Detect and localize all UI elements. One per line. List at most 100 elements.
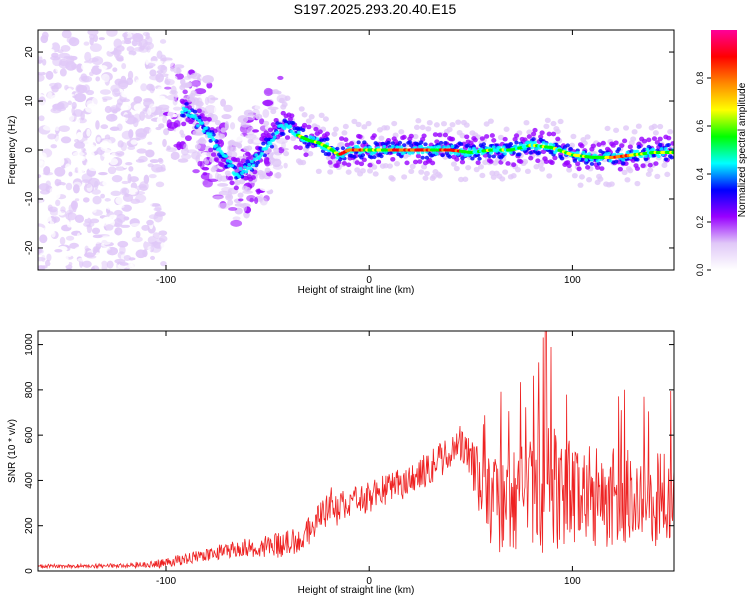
spectrogram-noise-blob <box>38 160 47 169</box>
spectrogram-noise-blob <box>76 132 83 141</box>
spectrogram-ridge-blob <box>539 130 545 136</box>
spectrogram-noise-blob <box>107 249 113 254</box>
spectrogram-noise-blob <box>65 235 75 241</box>
spectrogram-ridge-blob <box>289 113 295 119</box>
spectrogram-ridge-blob <box>267 127 274 133</box>
spectrogram-ridge-blob <box>220 127 227 133</box>
spectrogram-noise-blob <box>130 259 139 269</box>
spectrogram-noise-blob <box>86 255 97 259</box>
spectrogram-ridge-blob <box>647 167 654 173</box>
spectrogram-noise-blob <box>153 207 162 212</box>
spectrogram-noise-blob <box>99 30 105 33</box>
spectrogram-ridge-blob <box>407 140 413 145</box>
spectrogram-ridge-blob <box>301 122 308 128</box>
colorbar-gradient <box>711 30 737 270</box>
spectrogram-ridge-blob <box>568 142 575 149</box>
spectrogram-ridge-blob <box>430 160 436 166</box>
spectrogram-ridge-blob <box>303 152 309 158</box>
spectrogram-ridge-blob <box>408 168 415 175</box>
spectrogram-ridge-blob <box>281 101 288 108</box>
spectrogram-ridge-blob <box>254 153 259 157</box>
spectrogram-ridge-blob <box>575 161 581 167</box>
spectrogram-ridge-blob <box>247 138 254 145</box>
spectrogram-noise-blob <box>131 30 138 34</box>
spectrogram-noise-blob <box>160 164 166 172</box>
spectrogram-noise-blob <box>61 30 72 39</box>
spectrogram-noise-blob <box>123 216 130 221</box>
spectrogram-ridge-blob <box>224 154 229 158</box>
spectrogram-ridge-blob <box>181 121 187 127</box>
spectrogram-ridge-blob <box>242 165 247 169</box>
spectrogram-ridge-blob <box>317 129 323 135</box>
spectrogram-ridge-blob <box>617 166 623 172</box>
spectrogram-ridge-blob <box>412 159 419 165</box>
spectrogram-ridge-blob <box>248 166 253 170</box>
spectrogram-noise-blob <box>42 125 54 131</box>
spectrogram-ridge-blob <box>624 177 631 183</box>
spectrogram-ridge-blob <box>437 132 443 138</box>
spectrogram-noise-blob <box>106 39 115 44</box>
spectrogram-ridge-blob <box>541 141 546 145</box>
spectrogram-ridge-blob <box>456 152 461 156</box>
spectrogram-ridge-blob <box>228 175 234 181</box>
spectrogram-ridge-blob <box>440 121 447 127</box>
spectrogram-ridge-blob <box>272 124 278 130</box>
spectrogram-ridge-blob <box>260 152 264 156</box>
spectrogram-ridge-blob <box>531 137 536 142</box>
spectrogram-noise-blob <box>66 88 73 94</box>
colorbar-label: Normalized spectral amplitude <box>737 82 748 217</box>
spectrogram-ridge-blob <box>455 119 462 125</box>
spectrogram-noise-blob <box>105 200 116 210</box>
spectrogram-ridge-blob <box>503 126 510 132</box>
spectrogram-noise-blob <box>76 232 81 243</box>
spectrogram-ridge-blob <box>365 120 372 127</box>
spectrogram-ridge-blob <box>538 134 544 140</box>
spectrogram-ridge-blob <box>470 156 475 161</box>
spectrogram-ridge-blob <box>301 112 308 118</box>
spectrogram-ridge-blob <box>533 140 537 145</box>
spectrogram-noise-blob <box>60 257 66 261</box>
spectrogram-noise-blob <box>159 186 168 191</box>
spectrogram-noise-blob <box>91 265 100 270</box>
spectrogram-ridge-blob <box>418 169 425 175</box>
spectrogram-ridge-blob <box>264 167 271 173</box>
spectrogram-ridge-blob <box>631 129 638 135</box>
spectrogram-noise-blob <box>65 249 73 257</box>
spectrogram-ridge-blob <box>489 133 495 138</box>
spectrogram-ridge-blob <box>412 133 419 140</box>
spectrogram-noise-blob <box>54 178 62 187</box>
spectrogram-ridge-blob <box>233 185 239 191</box>
spectrogram-ridge-blob <box>426 120 433 126</box>
spectrogram-ridge-blob <box>590 158 594 162</box>
spectrogram-ridge-blob <box>544 117 551 124</box>
spectrogram-noise-blob <box>76 84 88 94</box>
spectrogram-ridge-blob <box>340 146 346 151</box>
spectrogram-noise-blob <box>161 153 172 160</box>
spectrogram-noise-blob <box>94 180 99 190</box>
spectrogram-noise-blob <box>158 230 168 236</box>
spectrogram-ridge-blob <box>594 165 601 170</box>
spectrogram-noise-blob <box>162 115 167 124</box>
spectrogram-noise-blob <box>95 120 100 130</box>
spectrogram-ridge-blob <box>449 121 456 128</box>
spectrogram-ridge-blob <box>194 116 199 121</box>
spectrogram-noise-blob <box>149 159 160 164</box>
spectrogram-ridge-blob <box>518 159 524 164</box>
spectrogram-noise-blob <box>147 236 157 244</box>
spectrogram-ridge-blob <box>298 106 305 112</box>
snr-y-tick-label: 1000 <box>24 333 35 356</box>
spectrogram-noise-blob <box>246 126 255 136</box>
spectrogram-ridge-blob <box>283 150 290 157</box>
spectrogram-ridge-blob <box>196 108 202 114</box>
spectrogram-noise-blob <box>210 89 217 95</box>
snr-y-tick-label: 800 <box>24 381 35 398</box>
spectrogram-noise-blob <box>136 148 147 154</box>
spectrogram-noise-blob <box>67 55 75 65</box>
spectrogram-ridge-blob <box>539 166 546 172</box>
spectrogram-noise-blob <box>150 242 162 253</box>
spectrogram-noise-blob <box>41 141 52 151</box>
spectrogram-ridge-blob <box>307 150 314 157</box>
spectrogram-ridge-blob <box>318 112 325 119</box>
spectrogram-noise-blob <box>146 45 151 53</box>
